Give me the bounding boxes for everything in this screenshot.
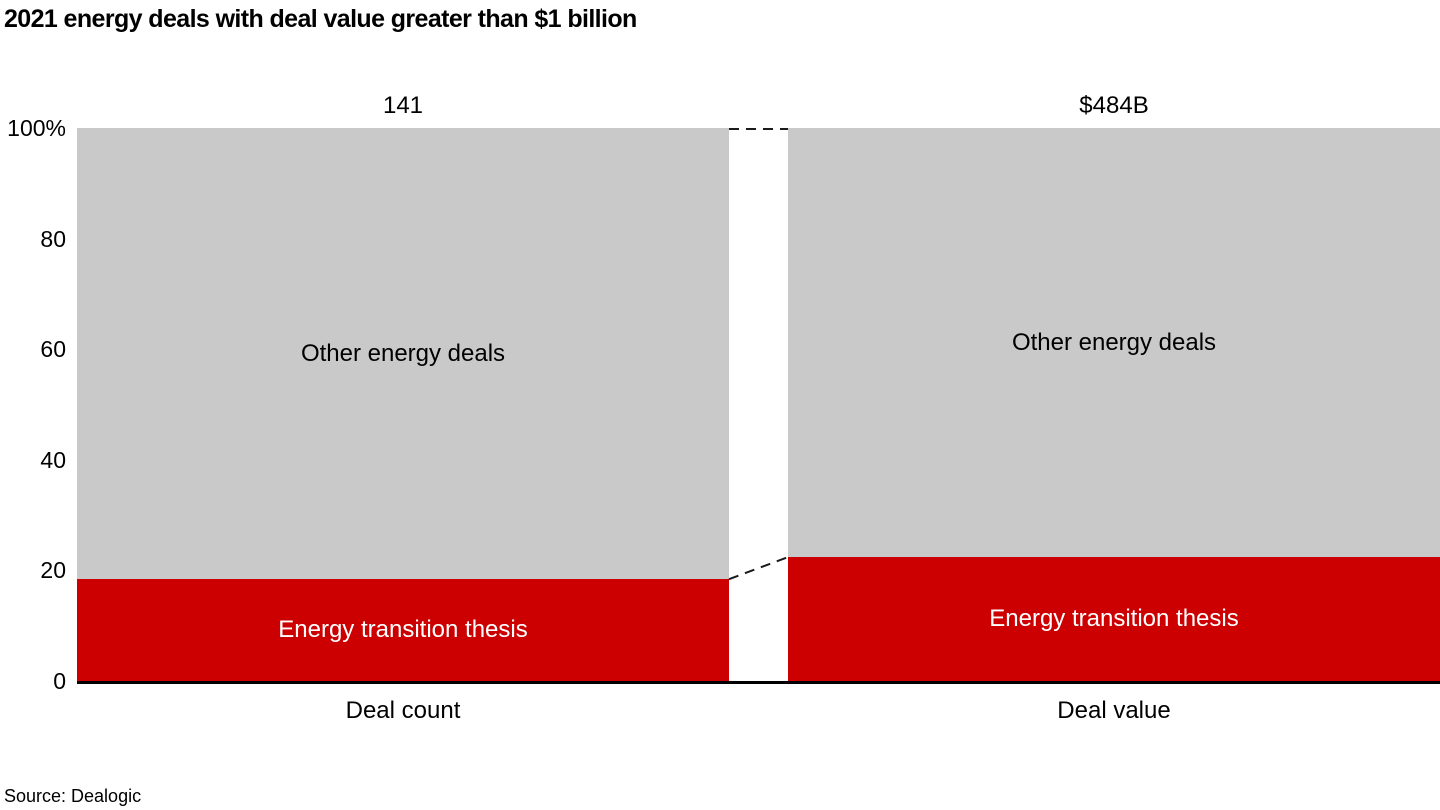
x-axis-baseline [77,681,1440,684]
segment-label: Other energy deals [1011,328,1217,356]
segment-other-energy-deals-value: Other energy deals [788,128,1440,558]
bar-deal-count: 141 Other energy deals Energy transition… [77,92,729,724]
y-tick-20: 20 [40,557,66,584]
y-tick-40: 40 [40,446,66,473]
bar-deal-value: $484B Other energy deals Energy transiti… [788,92,1440,724]
x-label-deal-count: Deal count [345,697,461,724]
segment-other-energy-deals-count: Other energy deals [77,128,729,580]
stacked-bar-deal-value: Other energy deals Energy transition the… [788,128,1440,681]
segment-label: Energy transition thesis [989,605,1239,633]
stacked-bar-deal-count: Other energy deals Energy transition the… [77,128,729,681]
connector-boundary-dashed [728,556,789,581]
dashed-connector-lines [728,128,789,581]
y-axis: 100% 80 60 40 20 0 [0,115,66,694]
segment-energy-transition-count: Energy transition thesis [77,579,729,681]
deal-count-total-label: 141 [382,92,424,119]
y-tick-100: 100% [7,115,66,141]
y-tick-60: 60 [40,336,66,363]
segment-label: Other energy deals [300,339,506,367]
source-note: Source: Dealogic [4,786,142,806]
segment-label: Energy transition thesis [278,616,528,644]
segment-energy-transition-value: Energy transition thesis [788,557,1440,681]
deal-value-total-label: $484B [1079,92,1149,119]
plot-area: 100% 80 60 40 20 0 141 Other energy deal… [0,92,1440,724]
y-tick-0: 0 [53,668,66,694]
x-label-deal-value: Deal value [1057,697,1171,724]
chart-title: 2021 energy deals with deal value greate… [4,5,637,33]
y-tick-80: 80 [40,225,66,252]
